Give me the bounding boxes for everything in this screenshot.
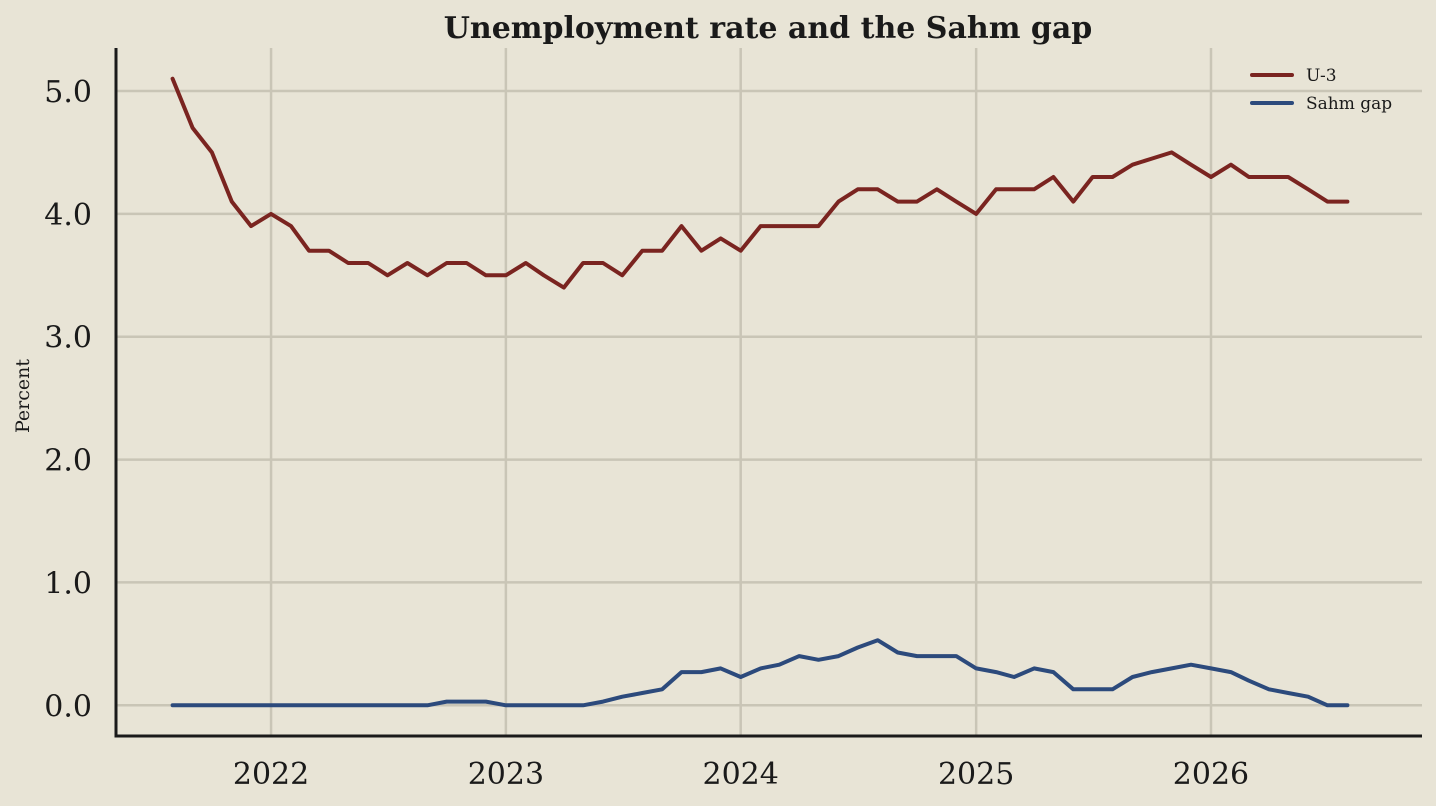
y-tick-label: 4.0 (44, 198, 92, 233)
series-lines (170, 76, 1350, 708)
x-tick-labels: 2022 2023 2024 2025 2026 (233, 757, 1249, 792)
series-line-u-3 (170, 76, 1350, 290)
x-tick-label: 2025 (938, 757, 1014, 792)
x-tick-label: 2026 (1173, 757, 1249, 792)
y-tick-label: 5.0 (44, 75, 92, 110)
y-axis-label: Percent (12, 359, 34, 433)
x-tick-label: 2023 (468, 757, 544, 792)
y-tick-label: 3.0 (44, 321, 92, 356)
x-tick-label: 2022 (233, 757, 309, 792)
y-tick-label: 1.0 (44, 566, 92, 601)
chart-title: Unemployment rate and the Sahm gap (444, 11, 1093, 46)
series-line-sahm-gap (170, 638, 1350, 708)
legend-label: Sahm gap (1306, 94, 1392, 114)
x-tick-label: 2024 (703, 757, 779, 792)
grid-lines (116, 48, 1422, 736)
legend-label: U-3 (1306, 66, 1337, 86)
legend: U-3 Sahm gap (1250, 66, 1392, 114)
y-tick-label: 0.0 (44, 689, 92, 724)
y-tick-labels: 0.0 1.0 2.0 3.0 4.0 5.0 (44, 75, 92, 724)
y-tick-label: 2.0 (44, 444, 92, 479)
